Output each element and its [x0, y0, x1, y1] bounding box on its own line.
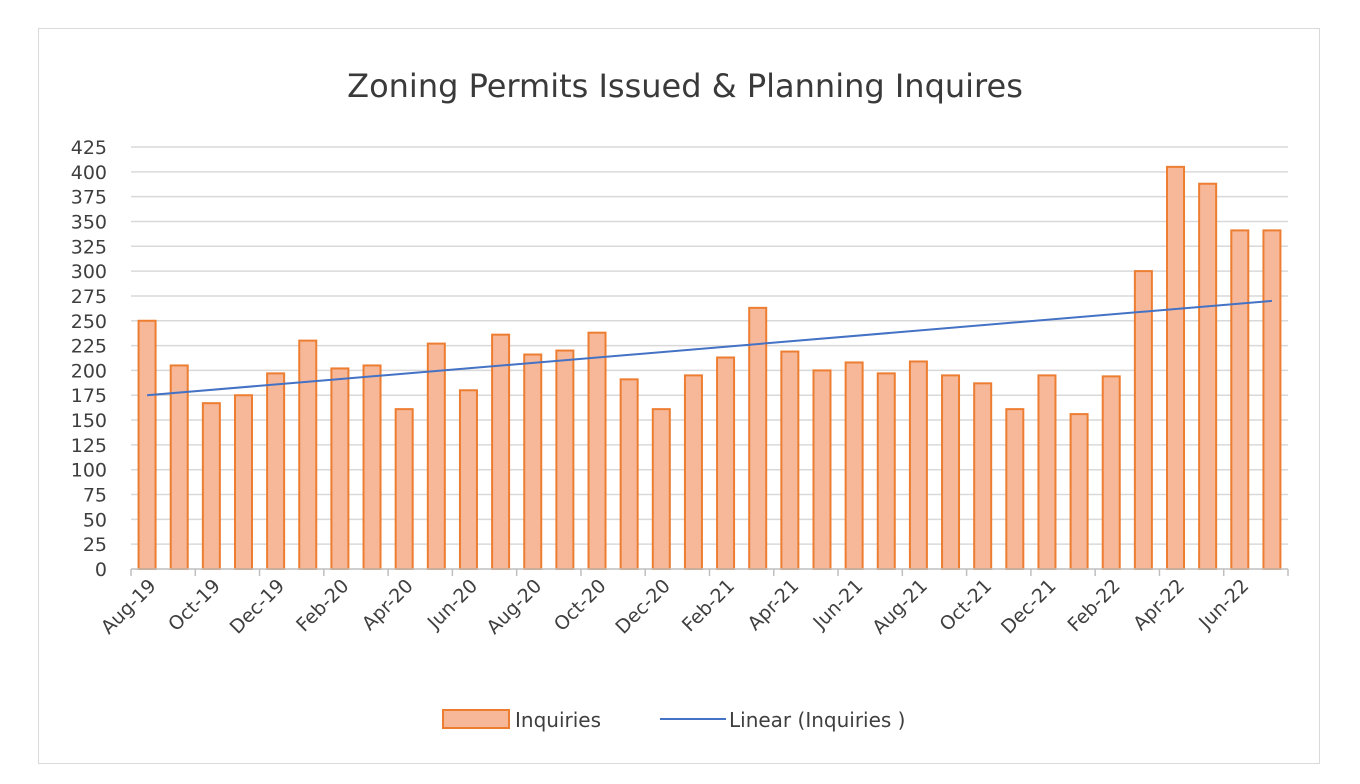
- y-tick-label: 100: [71, 460, 107, 482]
- bar: [362, 364, 382, 571]
- x-tick-label: Aug-20: [482, 575, 546, 639]
- bar: [201, 402, 221, 570]
- y-tick-label: 300: [71, 261, 107, 283]
- x-tick-label: Dec-21: [997, 575, 1061, 639]
- x-tick-label: Feb-21: [678, 575, 739, 636]
- bar: [298, 339, 318, 570]
- y-tick-label: 50: [83, 509, 107, 531]
- bar: [1166, 165, 1186, 571]
- bar: [748, 306, 768, 570]
- y-tick-label: 175: [71, 385, 107, 407]
- bar: [844, 361, 864, 570]
- y-tick-label: 150: [71, 410, 107, 432]
- bar: [876, 372, 896, 571]
- y-tick-label: 350: [71, 211, 107, 233]
- x-tick-label: Jun-22: [1194, 575, 1253, 634]
- y-tick-label: 325: [71, 236, 107, 258]
- gridlines: [131, 146, 1288, 545]
- legend: Inquiries Linear (Inquiries ): [442, 708, 905, 732]
- legend-swatch-inquiries: [442, 709, 510, 729]
- bar: [394, 408, 414, 571]
- bar: [523, 353, 543, 570]
- x-tick-label: Aug-21: [868, 575, 932, 639]
- x-tick-label: Apr-20: [358, 575, 418, 635]
- bar: [169, 364, 189, 571]
- bar: [973, 382, 993, 570]
- bars: [137, 165, 1282, 571]
- bar: [1262, 229, 1282, 570]
- bar: [491, 333, 511, 571]
- bar: [266, 372, 286, 571]
- bar: [330, 367, 350, 570]
- y-tick-label: 375: [71, 187, 107, 209]
- x-tick-label: Oct-20: [550, 575, 611, 636]
- bar: [1230, 229, 1250, 570]
- x-tick-label: Jun-20: [423, 575, 482, 634]
- legend-label-linear: Linear (Inquiries ): [729, 708, 905, 732]
- x-tick-label: Feb-20: [292, 575, 353, 636]
- x-tick-label: Apr-22: [1129, 575, 1189, 635]
- y-tick-label: 275: [71, 286, 107, 308]
- chart-title: Zoning Permits Issued & Planning Inquire…: [347, 67, 1023, 105]
- bar: [780, 350, 800, 570]
- legend-label-inquiries: Inquiries: [515, 708, 601, 732]
- bar: [812, 369, 832, 570]
- x-tick-label: Jun-21: [808, 575, 867, 634]
- x-tick-label: Dec-19: [226, 575, 290, 639]
- bar: [1037, 374, 1057, 570]
- y-tick-label: 75: [83, 485, 107, 507]
- bar: [941, 374, 961, 570]
- bar: [683, 374, 703, 570]
- bar: [1005, 408, 1025, 571]
- bar: [1069, 413, 1089, 570]
- bar: [908, 360, 928, 571]
- bar: [1133, 270, 1153, 570]
- x-tick-label: Aug-19: [97, 575, 161, 639]
- y-tick-label: 425: [71, 137, 107, 159]
- y-tick-label: 200: [71, 360, 107, 382]
- y-tick-label: 125: [71, 435, 107, 457]
- y-tick-label: 250: [71, 311, 107, 333]
- bar: [651, 408, 671, 571]
- y-tick-label: 400: [71, 162, 107, 184]
- x-tick-label: Oct-19: [164, 575, 225, 636]
- x-tick-label: Apr-21: [743, 575, 803, 635]
- trendline-group: [146, 299, 1273, 397]
- bar: [716, 356, 736, 570]
- bar: [426, 342, 446, 570]
- x-tick-label: Oct-21: [936, 575, 997, 636]
- bar: [587, 331, 607, 570]
- bar: [458, 389, 478, 570]
- y-tick-label: 25: [83, 534, 107, 556]
- bar: [555, 349, 575, 570]
- bar: [1198, 182, 1218, 571]
- bar: [619, 378, 639, 570]
- bar: [1101, 375, 1121, 570]
- x-tick-label: Feb-22: [1063, 575, 1124, 636]
- bar: [233, 394, 253, 570]
- x-axis: Aug-19 Oct-19 Dec-19 Feb-20 Apr-20 Jun-20 Aug-…: [97, 568, 1289, 639]
- y-tick-label: 225: [71, 336, 107, 358]
- x-tick-label: Dec-20: [611, 575, 675, 639]
- bar: [137, 319, 157, 571]
- trendline: [146, 299, 1273, 397]
- y-tick-label: 0: [95, 559, 107, 581]
